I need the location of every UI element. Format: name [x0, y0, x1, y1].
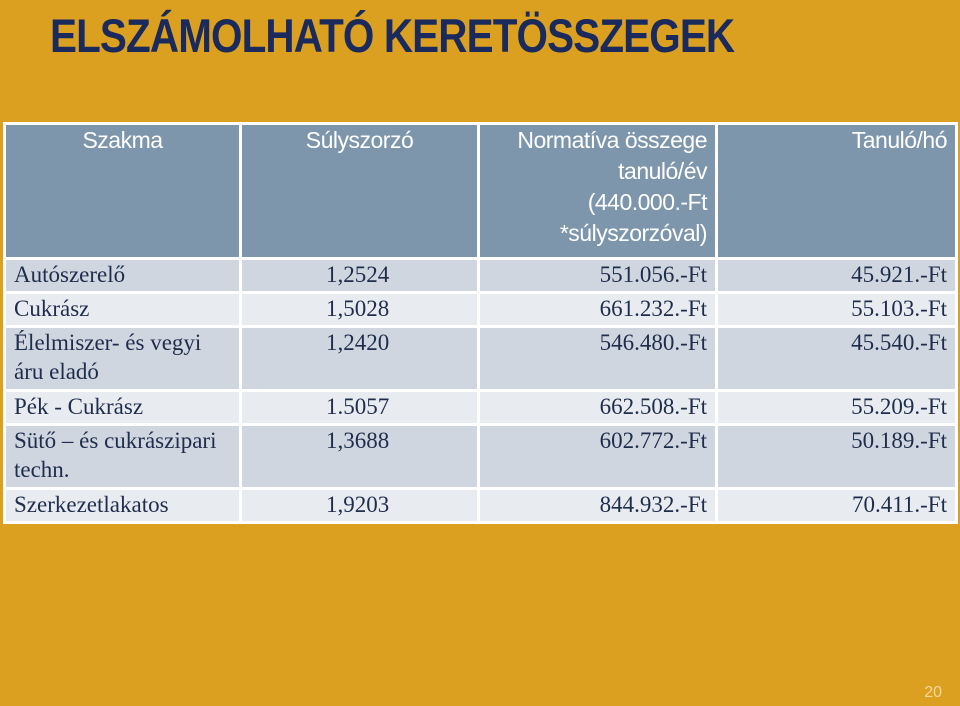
header-tanulo-ho: Tanuló/hó: [715, 122, 958, 260]
cell-normativa: 661.232.-Ft: [477, 291, 718, 328]
cell-normativa: 844.932.-Ft: [477, 487, 718, 524]
cell-havi: 45.540.-Ft: [715, 325, 958, 392]
cell-havi: 55.209.-Ft: [715, 389, 958, 426]
header-normativa: Normatíva összege tanuló/év (440.000.-Ft…: [477, 122, 718, 260]
cell-szakma: Pék - Cukrász: [3, 389, 242, 426]
slide-title: ELSZÁMOLHATÓ KERETÖSSZEGEK: [50, 9, 735, 62]
table-row: Cukrász 1,5028 661.232.-Ft 55.103.-Ft: [3, 291, 958, 328]
cell-szorzo: 1,3688: [239, 423, 480, 490]
cell-szorzo: 1,5028: [239, 291, 480, 328]
table-row: Élelmiszer- és vegyi áru eladó 1,2420 54…: [3, 325, 958, 392]
table-row: Sütő – és cukrászipari techn. 1,3688 602…: [3, 423, 958, 490]
header-szakma: Szakma: [3, 122, 242, 260]
cell-szakma: Szerkezetlakatos: [3, 487, 242, 524]
cell-szakma: Sütő – és cukrászipari techn.: [3, 423, 242, 490]
table-row: Szerkezetlakatos 1,9203 844.932.-Ft 70.4…: [3, 487, 958, 524]
cell-szorzo: 1,9203: [239, 487, 480, 524]
page-number: 20: [924, 684, 942, 701]
cell-havi: 55.103.-Ft: [715, 291, 958, 328]
cell-szorzo: 1.5057: [239, 389, 480, 426]
funding-table: Szakma Súlyszorzó Normatíva összege tanu…: [3, 122, 958, 524]
table-row: Autószerelő 1,2524 551.056.-Ft 45.921.-F…: [3, 257, 958, 294]
cell-havi: 45.921.-Ft: [715, 257, 958, 294]
cell-szakma: Cukrász: [3, 291, 242, 328]
cell-havi: 50.189.-Ft: [715, 423, 958, 490]
cell-normativa: 662.508.-Ft: [477, 389, 718, 426]
cell-normativa: 546.480.-Ft: [477, 325, 718, 392]
cell-szorzo: 1,2420: [239, 325, 480, 392]
table-header-row: Szakma Súlyszorzó Normatíva összege tanu…: [3, 122, 958, 260]
cell-normativa: 602.772.-Ft: [477, 423, 718, 490]
cell-normativa: 551.056.-Ft: [477, 257, 718, 294]
cell-szorzo: 1,2524: [239, 257, 480, 294]
cell-szakma: Élelmiszer- és vegyi áru eladó: [3, 325, 242, 392]
cell-szakma: Autószerelő: [3, 257, 242, 294]
cell-havi: 70.411.-Ft: [715, 487, 958, 524]
table-row: Pék - Cukrász 1.5057 662.508.-Ft 55.209.…: [3, 389, 958, 426]
header-sulyszorzo: Súlyszorzó: [239, 122, 480, 260]
